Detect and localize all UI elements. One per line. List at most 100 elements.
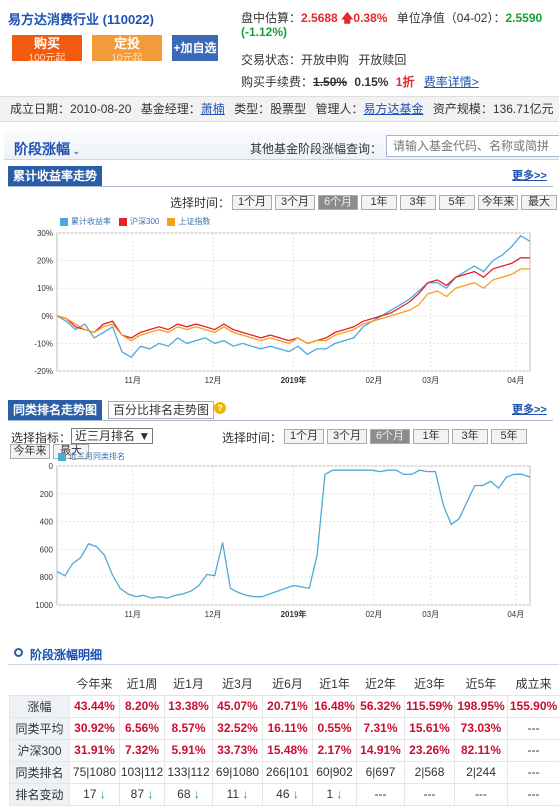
table-cell: 43.44% xyxy=(69,694,120,718)
company-label: 管理人： xyxy=(315,102,364,116)
period-tab-chart1-7[interactable]: 最大 xyxy=(521,195,557,210)
legend-label: 上证指数 xyxy=(178,217,211,226)
period-tab-chart1-2[interactable]: 6个月 xyxy=(318,195,358,210)
legend-label: 沪深300 xyxy=(130,217,160,226)
fund-code: (110022) xyxy=(102,12,154,27)
dingtou-button[interactable]: 定投 10元起 xyxy=(92,35,162,61)
tab-percent-rank-trend[interactable]: 百分比排名走势图 xyxy=(108,401,215,419)
table-cell: 13.38% xyxy=(164,694,213,718)
period-tab-chart2-row2-0[interactable]: 今年来 xyxy=(10,444,50,459)
table-cell: 60|902 xyxy=(312,760,357,784)
period-tab-chart2-1[interactable]: 3个月 xyxy=(327,429,367,444)
estimate-label: 盘中估算： xyxy=(241,11,302,25)
cell-value: 7.31% xyxy=(363,721,398,735)
tab-rank-trend[interactable]: 同类排名走势图 xyxy=(8,400,103,420)
chart2-legend: 近三月同类排名 xyxy=(58,451,125,462)
company-link[interactable]: 易方达基金 xyxy=(363,102,424,116)
period-tab-chart1-0[interactable]: 1个月 xyxy=(232,195,272,210)
period-tab-chart1-3[interactable]: 1年 xyxy=(361,195,397,210)
more-link-chart1[interactable]: 更多>> xyxy=(512,170,547,182)
tab-cumulative-return[interactable]: 累计收益率走势 xyxy=(8,166,103,186)
cell-value: 15.48% xyxy=(267,743,308,757)
cell-value: 23.26% xyxy=(409,743,450,757)
legend-swatch xyxy=(60,217,68,226)
table-cell: 46 ↓ xyxy=(262,782,313,806)
legend-item[interactable]: 近三月同类排名 xyxy=(58,451,125,462)
x-tick-label: 04月 xyxy=(507,610,524,619)
cumulative-return-chart: 30% 20% 10% 0% -10% -20% 11月 12月 2019年 02月 03月 04月 xyxy=(34,229,531,385)
cell-value: 56.32% xyxy=(360,699,401,713)
cell-value: 6|697 xyxy=(365,765,396,779)
cell-value: 1 xyxy=(326,787,334,801)
section-title: 阶段涨幅 ⌄ xyxy=(14,139,80,159)
cell-value: 5.91% xyxy=(171,743,206,757)
table-cell: 15.48% xyxy=(262,738,313,762)
table-cell: 0.55% xyxy=(312,716,357,740)
table-cell: 15.61% xyxy=(404,716,455,740)
legend-item[interactable]: 上证指数 xyxy=(167,216,210,227)
cell-value: --- xyxy=(527,721,540,735)
size-label: 资产规模： xyxy=(432,102,493,116)
detail-title: 阶段涨幅明细 xyxy=(30,648,103,662)
trade-status-line: 交易状态：开放申购 开放赎回 xyxy=(241,51,406,68)
period-tab-chart1-1[interactable]: 3个月 xyxy=(275,195,315,210)
period-tab-chart1-5[interactable]: 5年 xyxy=(439,195,475,210)
cell-value: 103|112 xyxy=(120,765,164,779)
table-cell: 87 ↓ xyxy=(119,782,165,806)
period-tab-chart1-6[interactable]: 今年来 xyxy=(478,195,518,210)
performance-table: 今年来 近1周 近1月 近3月 近6月 近1年 近2年 近3年 近5年 成立来 涨幅 43.44% 8… xyxy=(9,673,559,806)
fee-detail-link[interactable]: 费率详情> xyxy=(423,75,479,89)
legend-item[interactable]: 累计收益率 xyxy=(60,216,111,227)
column-header: 近3年 xyxy=(404,673,455,696)
cell-value: 16.48% xyxy=(314,699,355,713)
column-header: 近5年 xyxy=(454,673,508,696)
row-header: 同类平均 xyxy=(9,716,70,740)
help-icon[interactable]: ? xyxy=(214,402,226,414)
legend-item[interactable]: 沪深300 xyxy=(119,216,159,227)
cell-value: 46 xyxy=(276,787,290,801)
table-cell: 2|568 xyxy=(404,760,455,784)
period-tab-chart2-3[interactable]: 1年 xyxy=(413,429,449,444)
x-tick-label: 12月 xyxy=(205,376,222,385)
legend-swatch xyxy=(119,217,127,226)
cell-value: 31.91% xyxy=(74,743,115,757)
table-cell: 2|244 xyxy=(454,760,508,784)
period-tab-chart2-5[interactable]: 5年 xyxy=(491,429,527,444)
detail-header: 阶段涨幅明细 xyxy=(8,641,559,665)
x-tick-label: 11月 xyxy=(125,376,141,385)
manager-label: 基金经理： xyxy=(140,102,201,116)
period-tab-chart2-2[interactable]: 6个月 xyxy=(370,429,410,444)
legend-swatch xyxy=(167,217,176,226)
more-link-chart2[interactable]: 更多>> xyxy=(512,404,547,416)
nav-change-line: (-1.12%) xyxy=(241,25,287,39)
type-label: 类型： xyxy=(234,102,271,116)
rank-trend-chart: 0 200 400 600 800 1000 11月 12月 2019年 02月 03月 04月 xyxy=(35,462,531,619)
table-cell: 5.91% xyxy=(164,738,213,762)
buy-button[interactable]: 购买 100元起 xyxy=(12,35,82,61)
fund-search-input[interactable] xyxy=(386,135,559,157)
down-arrow-icon: ↓ xyxy=(239,787,249,801)
cell-value: --- xyxy=(423,787,436,801)
estimate-value: 2.5688 xyxy=(301,11,338,25)
table-cell: 6|697 xyxy=(356,760,405,784)
manager-link[interactable]: 萧楠 xyxy=(200,102,225,116)
indicator-select[interactable]: 近三月排名 ▼ xyxy=(71,428,153,444)
table-cell: 30.92% xyxy=(69,716,120,740)
table-cell: 8.20% xyxy=(119,694,165,718)
add-favorite-button[interactable]: +加自选 xyxy=(172,35,218,61)
table-cell: 6.56% xyxy=(119,716,165,740)
series-line xyxy=(56,234,531,359)
x-tick-label: 02月 xyxy=(365,610,382,619)
cell-value: 16.11% xyxy=(267,721,308,735)
period-tab-chart1-4[interactable]: 3年 xyxy=(400,195,436,210)
cell-value: 115.59% xyxy=(406,699,453,713)
table-cell: 75|1080 xyxy=(69,760,120,784)
column-header: 近1月 xyxy=(164,673,213,696)
y-tick-label: 0% xyxy=(41,312,53,321)
period-tab-chart2-0[interactable]: 1个月 xyxy=(284,429,324,444)
down-arrow-icon: ↓ xyxy=(144,787,154,801)
table-cell: 23.26% xyxy=(404,738,455,762)
table-cell: 8.57% xyxy=(164,716,213,740)
period-tab-chart2-4[interactable]: 3年 xyxy=(452,429,488,444)
table-cell: --- xyxy=(454,782,508,806)
